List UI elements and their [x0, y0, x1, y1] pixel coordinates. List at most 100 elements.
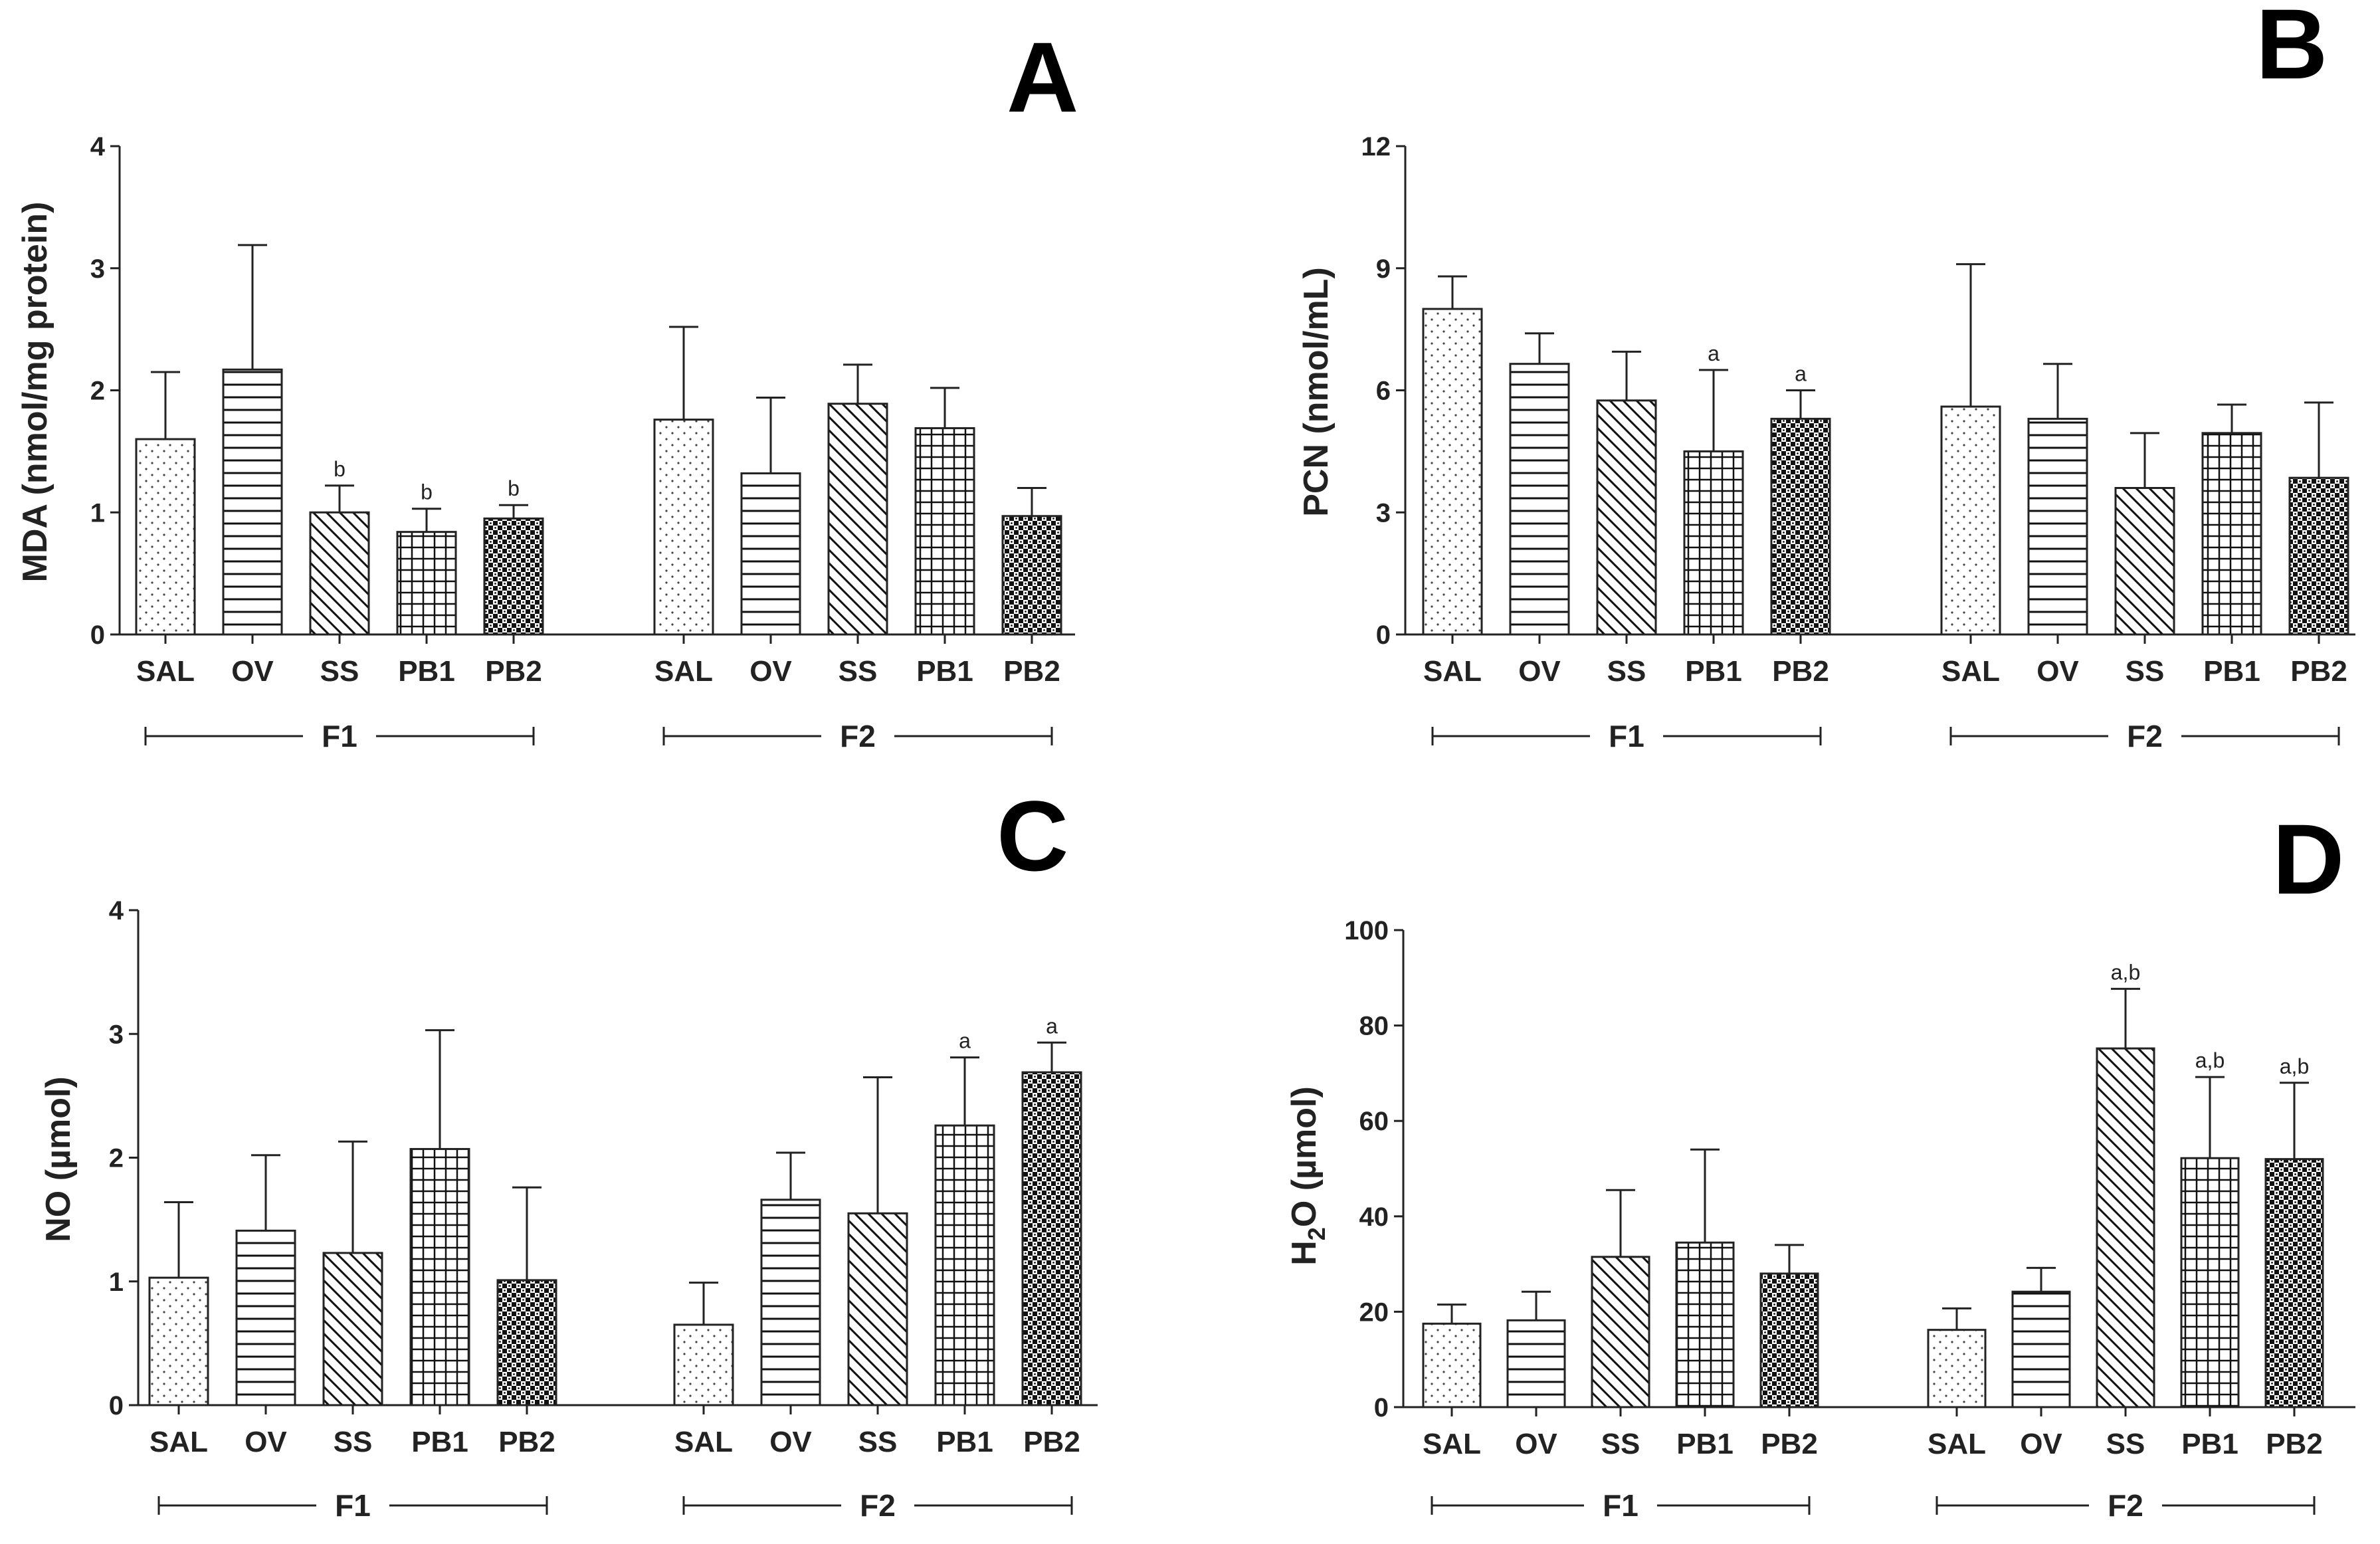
bar-b-f2-pb1 — [2201, 432, 2262, 636]
bar-b-f2-sal — [1940, 405, 2001, 636]
x-tick-label-a: PB1 — [916, 655, 973, 688]
y-tick-label-d: 60 — [1359, 1107, 1389, 1136]
significance-label-d: a,b — [2280, 1054, 2309, 1078]
y-tick-label-d: 0 — [1374, 1393, 1389, 1422]
x-tick-label-d: PB2 — [2266, 1428, 2323, 1460]
x-tick-label-d: OV — [1515, 1428, 1557, 1460]
y-tick-label-a: 0 — [90, 621, 105, 650]
x-tick-label-a: OV — [231, 655, 274, 688]
bar-a-f1-pb1 — [396, 531, 457, 636]
y-tick-label-c: 3 — [109, 1020, 124, 1049]
x-tick-label-c: PB2 — [498, 1426, 555, 1458]
x-tick-label-b: SS — [2126, 655, 2165, 688]
x-tick-label-d: PB1 — [2181, 1428, 2238, 1460]
x-tick-label-c: PB1 — [936, 1426, 993, 1458]
bar-d-f2-ov — [2011, 1290, 2071, 1408]
y-tick-label-c: 0 — [109, 1391, 124, 1420]
bar-c-f2-pb1 — [934, 1124, 995, 1406]
group-label-bg-b — [1590, 715, 1663, 757]
chart-panel-b: 0 3 6 9 12 SAL OV SS PB1 a PB2 a F1 SAL OV SS PB1 PB2 F2 — [1361, 132, 2355, 757]
x-tick-label-b: SAL — [1941, 655, 2000, 688]
x-tick-label-d: SS — [2106, 1428, 2145, 1460]
bar-d-f1-ov — [1506, 1319, 1566, 1408]
bar-b-f1-ov — [1509, 363, 1570, 636]
x-tick-label-a: PB1 — [398, 655, 455, 688]
bar-b-f1-sal — [1422, 308, 1483, 636]
y-tick-label-d: 20 — [1359, 1298, 1389, 1327]
bar-d-f2-pb2 — [2264, 1158, 2324, 1408]
bar-c-f1-ss — [322, 1252, 383, 1406]
y-tick-label-b: 0 — [1376, 621, 1391, 650]
y-tick-label-b: 6 — [1376, 377, 1391, 406]
bar-b-f2-ss — [2114, 487, 2175, 636]
bar-a-f1-ss — [309, 511, 370, 636]
x-tick-label-b: SAL — [1423, 655, 1482, 688]
panel-letter-a: A — [1007, 21, 1078, 133]
bar-d-f1-sal — [1422, 1322, 1482, 1408]
bar-a-f1-pb2 — [483, 517, 544, 636]
x-tick-label-b: OV — [2036, 655, 2079, 688]
panel-letter-b: B — [2256, 0, 2328, 100]
x-tick-label-d: PB1 — [1676, 1428, 1734, 1460]
y-tick-label-d: 40 — [1359, 1203, 1389, 1232]
x-tick-label-b: PB2 — [1772, 655, 1829, 688]
y-tick-label-b: 9 — [1376, 254, 1391, 284]
x-tick-label-a: SS — [839, 655, 878, 688]
x-tick-label-b: SS — [1607, 655, 1646, 688]
x-tick-label-d: SAL — [1928, 1428, 1986, 1460]
bar-a-f2-pb2 — [1001, 515, 1062, 636]
bar-b-f2-pb2 — [2288, 476, 2349, 636]
y-tick-label-c: 4 — [109, 896, 124, 925]
bar-c-f2-sal — [673, 1323, 734, 1406]
significance-label-d: a,b — [2195, 1048, 2225, 1072]
bar-c-f2-ov — [760, 1199, 821, 1406]
group-label-a: F1 — [322, 719, 357, 753]
bar-d-f2-pb1 — [2180, 1157, 2240, 1408]
bar-a-f1-ov — [222, 368, 283, 636]
group-label-bg-a — [303, 715, 376, 757]
x-tick-label-c: PB2 — [1023, 1426, 1080, 1458]
y-axis-label-a: MDA (nmol/mg protein) — [16, 202, 54, 583]
bar-d-f1-pb2 — [1759, 1272, 1819, 1408]
x-tick-label-a: SS — [320, 655, 359, 688]
significance-label-a: b — [421, 480, 433, 504]
x-tick-label-b: PB1 — [1685, 655, 1742, 688]
plots-layer: 0 1 2 3 4 SAL OV SS b PB1 b PB2 b F1 SAL OV SS PB1 PB2 F2 0 3… — [90, 132, 2355, 1527]
x-tick-label-c: SAL — [674, 1426, 733, 1458]
group-label-bg-d — [1584, 1484, 1657, 1527]
group-label-d: F2 — [2108, 1488, 2143, 1523]
x-tick-label-b: OV — [1518, 655, 1561, 688]
group-label-c: F2 — [860, 1488, 896, 1523]
group-label-bg-a — [821, 715, 894, 757]
x-tick-label-a: SAL — [654, 655, 713, 688]
bar-b-f2-ov — [2027, 417, 2088, 636]
bar-c-f1-pb1 — [409, 1147, 470, 1406]
y-axis-label-d: H2O (µmol) — [1285, 1086, 1330, 1266]
significance-label-a: b — [508, 476, 520, 500]
group-label-bg-b — [2108, 715, 2181, 757]
x-tick-label-c: OV — [245, 1426, 287, 1458]
bar-c-f1-sal — [148, 1276, 209, 1406]
significance-label-b: a — [1795, 362, 1807, 386]
significance-label-d: a,b — [2111, 960, 2140, 984]
bar-c-f1-ov — [235, 1229, 296, 1406]
y-tick-label-b: 3 — [1376, 498, 1391, 528]
y-tick-label-a: 4 — [90, 132, 106, 161]
bar-d-f1-pb1 — [1675, 1241, 1735, 1408]
y-axis-label-b: PCN (nmol/mL) — [1297, 267, 1336, 517]
x-tick-label-d: SAL — [1423, 1428, 1481, 1460]
bar-a-f2-sal — [653, 419, 714, 636]
y-tick-label-a: 2 — [90, 377, 105, 406]
significance-label-a: b — [334, 457, 346, 481]
y-tick-label-a: 3 — [90, 254, 105, 284]
group-label-a: F2 — [840, 719, 876, 753]
bar-b-f1-ss — [1596, 399, 1657, 636]
y-tick-label-a: 1 — [90, 498, 105, 528]
x-tick-label-a: SAL — [136, 655, 195, 688]
x-tick-label-d: PB2 — [1761, 1428, 1818, 1460]
x-tick-label-c: SS — [858, 1426, 898, 1458]
x-tick-label-c: PB1 — [411, 1426, 468, 1458]
chart-panel-a: 0 1 2 3 4 SAL OV SS b PB1 b PB2 b F1 SAL OV SS PB1 PB2 F2 — [90, 132, 1075, 757]
group-label-d: F1 — [1603, 1488, 1638, 1523]
x-tick-label-a: OV — [749, 655, 792, 688]
